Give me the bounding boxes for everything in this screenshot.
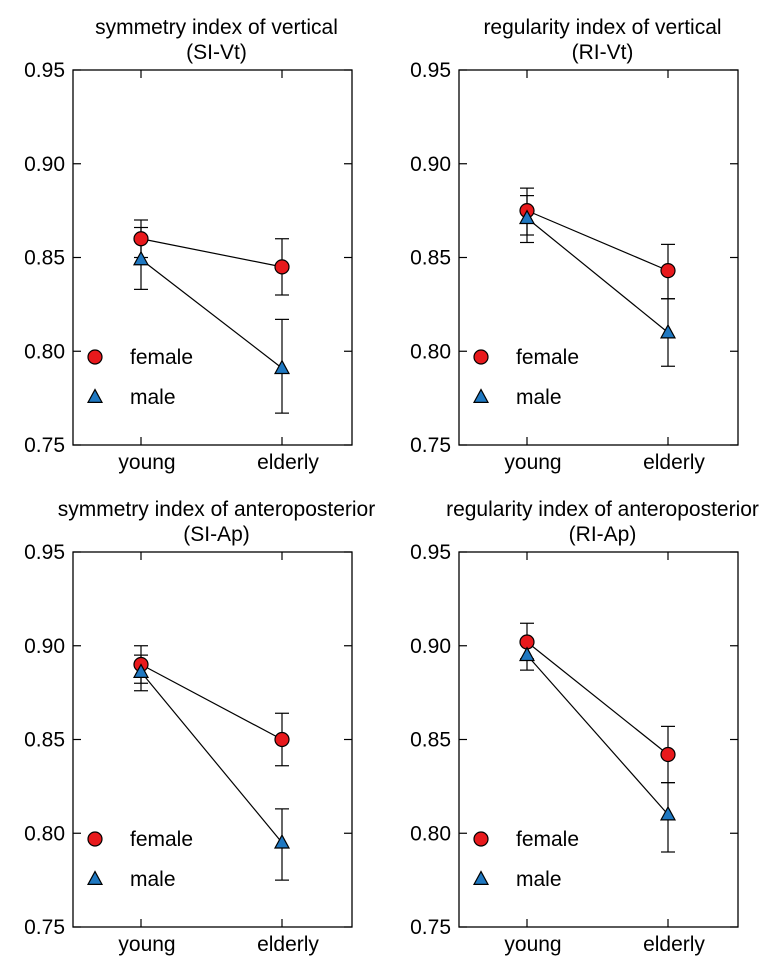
legend: female male: [86, 828, 193, 891]
series-line-male: [140, 671, 283, 844]
legend: female male: [472, 828, 579, 891]
legend: female male: [472, 346, 579, 409]
series-line-male: [526, 217, 669, 333]
chart-subtitle: (RI-Vt): [572, 41, 634, 64]
y-tick-label: 0.80: [410, 340, 451, 363]
y-tick-label: 0.95: [410, 541, 451, 564]
data-point-female: [274, 731, 290, 748]
chart-title: symmetry index of vertical: [95, 16, 338, 39]
y-tick-label: 0.85: [24, 729, 65, 752]
chart-svg: regularity index of anteroposterior(RI-A…: [410, 498, 759, 956]
y-tick-label: 0.90: [24, 153, 65, 176]
x-tick-label-young: young: [118, 933, 175, 956]
series-layer: [132, 219, 291, 414]
y-tick-label: 0.80: [24, 822, 65, 845]
x-tick-label-young: young: [504, 933, 561, 956]
legend-marker-female: [473, 349, 489, 365]
y-tick-label: 0.95: [24, 541, 65, 564]
chart-subtitle: (SI-Vt): [186, 41, 247, 64]
y-tick-label: 0.95: [24, 59, 65, 82]
series-line-male: [140, 258, 283, 369]
legend-label-male: male: [516, 386, 562, 409]
legend-label-female: female: [516, 346, 579, 369]
chart-svg: symmetry index of vertical(SI-Vt) 0.75 0.8…: [24, 16, 353, 474]
y-tick-label: 0.85: [410, 247, 451, 270]
data-point-male: [273, 359, 291, 375]
x-tick-label-elderly: elderly: [257, 933, 319, 956]
data-point-female: [660, 263, 676, 279]
data-point-female: [274, 259, 290, 275]
chart-panel-si-ap: symmetry index of anteroposterior (SI-Ap)…: [0, 482, 386, 964]
chart-title: symmetry index of anteroposterior: [58, 498, 375, 521]
series-line-female: [140, 238, 283, 268]
y-tick-label: 0.80: [410, 822, 451, 845]
y-tick-label: 0.85: [24, 247, 65, 270]
chart-title: regularity index of vertical: [483, 16, 721, 39]
legend-label-female: female: [130, 346, 193, 369]
series-layer: [518, 622, 677, 853]
data-point-male: [518, 209, 536, 225]
legend-marker-male: [86, 870, 104, 885]
x-tick-label-elderly: elderly: [257, 451, 319, 474]
legend: female male: [86, 346, 193, 409]
legend-marker-male: [472, 870, 490, 885]
y-tick-label: 0.75: [24, 434, 65, 457]
y-tick-label: 0.95: [410, 59, 451, 82]
x-tick-label-young: young: [118, 451, 175, 474]
y-tick-label: 0.75: [24, 916, 65, 939]
legend-label-male: male: [516, 868, 562, 891]
data-point-female: [133, 231, 149, 247]
legend-marker-female: [87, 349, 103, 365]
legend-marker-female: [473, 831, 489, 847]
x-tick-label-young: young: [504, 451, 561, 474]
y-tick-label: 0.75: [410, 434, 451, 457]
y-tick-label: 0.90: [410, 153, 451, 176]
y-tick-label: 0.90: [410, 635, 451, 658]
chart-panel-si-vt: symmetry index of vertical (SI-Vt) 0.75 0.8…: [0, 0, 386, 482]
legend-label-male: male: [130, 386, 176, 409]
series-line-male: [526, 654, 669, 815]
legend-marker-male: [472, 388, 490, 403]
series-line-female: [526, 641, 669, 755]
plot-frame: [458, 551, 739, 928]
y-tick-label: 0.75: [410, 916, 451, 939]
chart-title: regularity index of anteroposterior: [446, 498, 759, 521]
series-line-female: [526, 210, 669, 272]
y-tick-label: 0.85: [410, 729, 451, 752]
data-point-female: [660, 746, 676, 763]
chart-subtitle: (SI-Ap): [183, 523, 250, 546]
data-point-male: [659, 323, 677, 339]
series-line-female: [140, 663, 283, 741]
plot-frame: [72, 69, 353, 446]
series-layer: [132, 645, 291, 881]
chart-panel-ri-vt: regularity index of vertical (RI-Vt) 0.75 0…: [386, 0, 772, 482]
legend-marker-female: [87, 831, 103, 847]
data-point-male: [518, 646, 536, 662]
plot-frame: [458, 69, 739, 446]
legend-label-female: female: [516, 828, 579, 851]
y-tick-label: 0.80: [24, 340, 65, 363]
data-point-male: [659, 805, 677, 821]
x-tick-label-elderly: elderly: [643, 451, 705, 474]
plot-frame: [72, 551, 353, 928]
chart-panel-ri-ap: regularity index of anteroposterior (RI-A…: [386, 482, 772, 964]
series-layer: [518, 187, 677, 367]
legend-label-female: female: [130, 828, 193, 851]
legend-label-male: male: [130, 868, 176, 891]
data-point-male: [132, 250, 150, 266]
chart-svg: regularity index of vertical(RI-Vt) 0.75 0…: [410, 16, 739, 474]
data-point-male: [273, 833, 291, 849]
x-tick-label-elderly: elderly: [643, 933, 705, 956]
chart-svg: symmetry index of anteroposterior(SI-Ap)…: [24, 498, 375, 956]
data-point-male: [132, 663, 150, 678]
chart-subtitle: (RI-Ap): [569, 523, 637, 546]
legend-marker-male: [86, 388, 104, 403]
y-tick-label: 0.90: [24, 635, 65, 658]
